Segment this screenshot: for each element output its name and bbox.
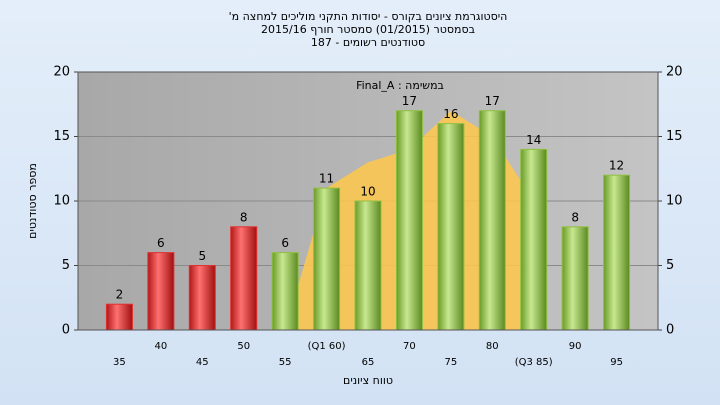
y2-tick-label: 0 xyxy=(666,323,674,338)
y2-tick-label: 10 xyxy=(666,194,683,209)
x-tick-label: 55 xyxy=(279,357,292,368)
bar xyxy=(354,200,382,331)
bar xyxy=(271,252,299,331)
bar xyxy=(105,303,133,331)
x-tick-label: 70 xyxy=(403,341,416,352)
y2-tick-label: 20 xyxy=(666,65,683,80)
y2-tick-label: 15 xyxy=(666,129,683,144)
x-tick-label: 50 xyxy=(237,341,250,352)
bar xyxy=(395,110,423,331)
value-label: 16 xyxy=(443,107,458,121)
bar xyxy=(230,226,258,331)
x-tick-label: (Q1 60) xyxy=(308,341,346,352)
value-label: 17 xyxy=(485,94,500,108)
bar xyxy=(561,226,589,331)
value-label: 14 xyxy=(526,133,541,147)
value-label: 6 xyxy=(157,236,165,250)
value-label: 8 xyxy=(240,210,248,224)
bar xyxy=(437,123,465,331)
bar xyxy=(313,187,341,331)
annotation: במשימה : Final_A xyxy=(356,79,444,92)
value-label: 17 xyxy=(402,94,417,108)
x-tick-label: 75 xyxy=(444,357,457,368)
x-tick-label: 90 xyxy=(569,341,582,352)
y-tick-label: 5 xyxy=(62,258,70,273)
x-tick-label: 65 xyxy=(362,357,375,368)
x-tick-label: (Q3 85) xyxy=(515,357,553,368)
y-axis-label: מספר סטודנטים xyxy=(26,163,39,239)
x-axis-label: טווח ציונים xyxy=(343,374,393,387)
x-tick-label: 35 xyxy=(113,357,126,368)
y-tick-label: 0 xyxy=(62,323,70,338)
chart-title: סטודנטים רשומים - 187 xyxy=(311,36,425,49)
plot-border xyxy=(77,71,659,331)
bar xyxy=(188,265,216,331)
chart-title: בסמסטר (01/2015) סמסטר חורף 2015/16 xyxy=(261,23,475,36)
value-label: 10 xyxy=(360,185,375,199)
bar xyxy=(147,252,175,331)
value-label: 6 xyxy=(281,236,289,250)
value-label: 11 xyxy=(319,172,334,186)
value-label: 8 xyxy=(571,210,579,224)
x-tick-label: 45 xyxy=(196,357,209,368)
x-tick-label: 95 xyxy=(610,357,623,368)
x-tick-label: 40 xyxy=(154,341,167,352)
value-label: 2 xyxy=(116,288,124,302)
y2-tick-label: 5 xyxy=(666,258,674,273)
y-tick-label: 15 xyxy=(53,129,70,144)
bar xyxy=(520,148,548,331)
x-tick-label: 80 xyxy=(486,341,499,352)
value-label: 5 xyxy=(198,249,206,263)
y-tick-label: 20 xyxy=(53,65,70,80)
chart-title: היסטוגרמת ציונים בקורס - יסודות התקני מו… xyxy=(229,10,508,23)
bar xyxy=(478,110,506,331)
y-tick-label: 10 xyxy=(53,194,70,209)
value-label: 12 xyxy=(609,159,624,173)
bar xyxy=(603,174,631,331)
